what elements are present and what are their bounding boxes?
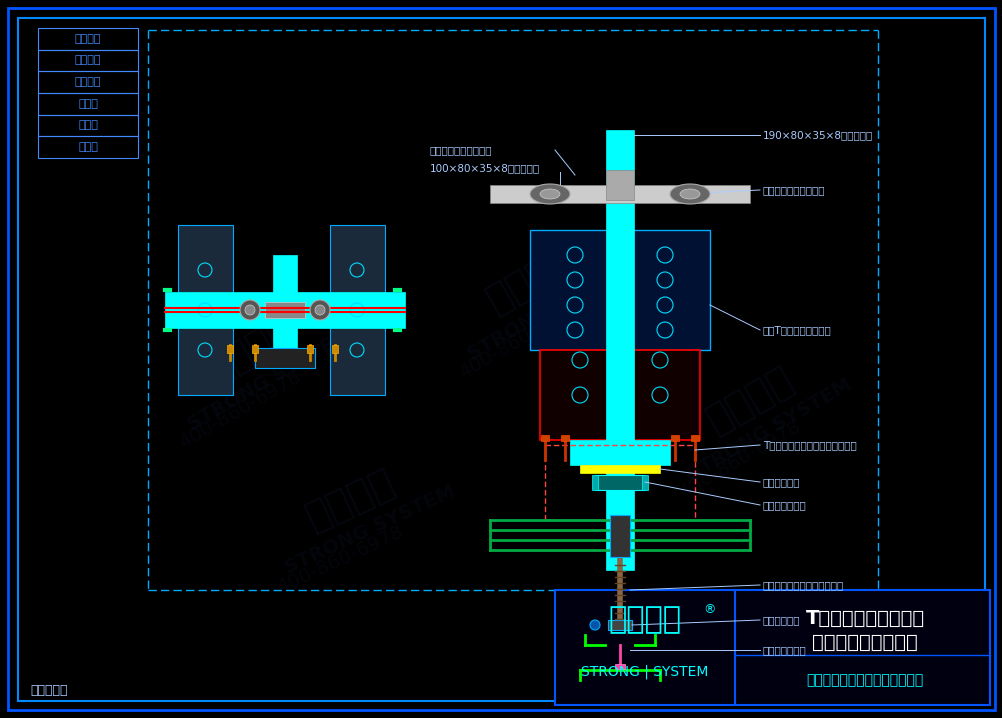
Text: 大跨度: 大跨度 [78,99,98,109]
Text: 西创系统: 西创系统 [199,310,300,390]
Text: 不锈钢机制螺栓: 不锈钢机制螺栓 [763,645,806,655]
Circle shape [310,300,330,320]
Text: 超级防腐: 超级防腐 [75,77,101,87]
Ellipse shape [539,189,559,199]
Bar [38,115,138,136]
Bar [307,345,313,353]
Bar [38,28,138,50]
Text: 安全防火: 安全防火 [75,34,101,44]
Bar [265,302,305,318]
Bar [594,475,644,490]
Text: STRONG SYSTEM: STRONG SYSTEM [684,376,855,485]
Text: T型立柱、横梁连接件，玻璃托板: T型立柱、横梁连接件，玻璃托板 [763,440,856,450]
Text: 铝合金型材端头: 铝合金型材端头 [763,500,806,510]
Text: 橡胶隔热垫块: 橡胶隔热垫块 [763,615,800,625]
Text: 更纤细: 更纤细 [78,142,98,152]
Text: 西创系统: 西创系统 [699,360,800,440]
Text: 西创系统: 西创系统 [300,463,400,537]
Bar [670,435,678,441]
Text: 400-860-6978: 400-860-6978 [455,297,584,383]
Bar [38,93,138,115]
Bar [38,50,138,71]
Circle shape [315,305,325,315]
Text: T型精制钢＋锁杆稳定: T型精制钢＋锁杆稳定 [805,608,924,628]
Circle shape [239,300,260,320]
Text: 焊接T型横梁插芯连接件: 焊接T型横梁插芯连接件 [763,325,831,335]
Bar [554,590,989,705]
Ellipse shape [529,184,569,204]
Bar [165,292,405,328]
Text: ®: ® [703,604,715,617]
Bar [38,71,138,93]
Text: 190×80×35×8凸型钢立柱: 190×80×35×8凸型钢立柱 [763,130,873,140]
Text: 专利产品！: 专利产品！ [30,684,67,696]
Text: 公母螺栓（专利，连续栓接）: 公母螺栓（专利，连续栓接） [763,580,844,590]
Text: 西创系统: 西创系统 [480,240,579,320]
Text: 蛇眼装饰盖母螺栓组合: 蛇眼装饰盖母螺栓组合 [763,185,825,195]
Bar [591,475,597,490]
Text: 400-860-6978: 400-860-6978 [675,417,804,503]
Bar [690,435,698,441]
Text: 西创金属科技（江苏）有限公司: 西创金属科技（江苏）有限公司 [806,673,923,687]
Bar [609,515,629,557]
Text: 全明框玻璃幕墙系统: 全明框玻璃幕墙系统 [812,633,917,651]
Bar [38,136,138,158]
Bar [605,130,633,570]
Bar [252,345,258,353]
Text: 400-860-6978: 400-860-6978 [175,368,304,452]
Circle shape [589,620,599,630]
Text: 400-860-6978: 400-860-6978 [274,522,406,597]
Bar [330,225,385,395]
Bar [605,170,633,200]
Bar [579,465,659,473]
Text: 西创系统: 西创系统 [608,605,680,635]
Text: STRONG | SYSTEM: STRONG | SYSTEM [581,665,708,679]
Text: 大通透: 大通透 [78,121,98,131]
Text: STRONG SYSTEM: STRONG SYSTEM [282,482,458,578]
Bar [641,475,647,490]
Bar [332,345,338,353]
Bar [226,345,232,353]
Text: 环保节能: 环保节能 [75,55,101,65]
Bar [544,445,694,520]
Text: 100×80×35×8凸型钢横梁: 100×80×35×8凸型钢横梁 [430,163,540,173]
Bar [607,620,631,630]
Bar [540,435,548,441]
Bar [255,348,315,368]
Circle shape [244,305,255,315]
Text: 不锈钢稳定拉杆（索）: 不锈钢稳定拉杆（索） [430,145,492,155]
Bar [529,230,709,350]
Ellipse shape [679,189,699,199]
Bar [539,350,699,440]
Ellipse shape [669,184,709,204]
Bar [569,440,669,465]
Bar [177,225,232,395]
Bar [273,255,297,365]
Text: 橡胶隔热垫皮: 橡胶隔热垫皮 [763,477,800,487]
Bar [490,185,749,203]
Bar [614,664,624,669]
Text: STRONG SYSTEM: STRONG SYSTEM [184,325,355,435]
Bar [560,435,568,441]
Text: STRONG SYSTEM: STRONG SYSTEM [464,255,634,365]
